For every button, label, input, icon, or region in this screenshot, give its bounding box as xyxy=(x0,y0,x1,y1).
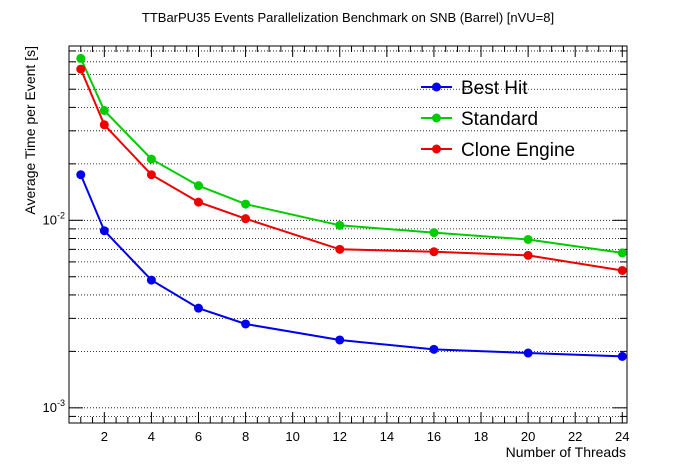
x-tick-label: 16 xyxy=(427,429,441,444)
data-point xyxy=(146,275,156,285)
data-point xyxy=(617,248,627,258)
data-point xyxy=(241,319,251,329)
data-point xyxy=(193,181,203,191)
x-tick-label: 20 xyxy=(521,429,535,444)
legend-label: Clone Engine xyxy=(461,140,575,161)
data-point xyxy=(617,265,627,275)
data-point xyxy=(99,106,109,116)
y-tick-label: 10-3 xyxy=(43,398,65,415)
y-axis: 10-3 10-2 xyxy=(43,50,627,417)
x-tick-label: 18 xyxy=(474,429,488,444)
legend-label: Best Hit xyxy=(461,78,528,99)
legend-marker xyxy=(432,144,441,154)
legend-marker xyxy=(432,113,441,123)
x-tick-label: 24 xyxy=(615,429,629,444)
y-tick-label: 10-2 xyxy=(43,210,65,227)
series-lines xyxy=(76,53,627,361)
y-axis-label: Average Time per Event [s] xyxy=(22,46,38,215)
x-tick-label: 2 xyxy=(101,429,108,444)
data-point xyxy=(241,214,251,224)
data-point xyxy=(523,234,533,244)
series-line-0 xyxy=(79,174,623,358)
data-point xyxy=(193,303,203,313)
data-point xyxy=(335,220,345,230)
x-axis-label: Number of Threads xyxy=(506,444,626,460)
x-tick-label: 14 xyxy=(380,429,394,444)
data-point xyxy=(335,335,345,345)
data-point xyxy=(146,170,156,180)
data-point xyxy=(193,197,203,207)
series-line-2 xyxy=(79,68,623,272)
x-tick-label: 6 xyxy=(195,429,202,444)
data-point xyxy=(146,154,156,164)
chart-title: TTBarPU35 Events Parallelization Benchma… xyxy=(142,10,554,25)
data-point xyxy=(429,344,439,354)
data-point xyxy=(523,348,533,358)
data-point xyxy=(429,228,439,238)
x-axis: 2 4 6 8 10 12 14 16 18 20 22 24 xyxy=(68,46,630,444)
data-point xyxy=(76,64,86,74)
legend-marker xyxy=(432,82,441,92)
data-point xyxy=(99,226,109,236)
data-point xyxy=(429,247,439,257)
data-point xyxy=(241,199,251,209)
x-tick-label: 4 xyxy=(148,429,155,444)
legend: Best Hit Standard Clone Engine xyxy=(421,78,575,161)
data-point xyxy=(76,170,86,180)
x-tick-label: 10 xyxy=(285,429,299,444)
data-point xyxy=(99,120,109,130)
x-tick-label: 8 xyxy=(242,429,249,444)
x-tick-label: 22 xyxy=(568,429,582,444)
grid xyxy=(69,50,627,417)
data-point xyxy=(76,53,86,63)
data-point xyxy=(523,250,533,260)
data-point xyxy=(617,351,627,361)
data-point xyxy=(335,244,345,254)
x-tick-label: 12 xyxy=(333,429,347,444)
plot-frame xyxy=(68,45,628,424)
legend-label: Standard xyxy=(461,109,538,130)
